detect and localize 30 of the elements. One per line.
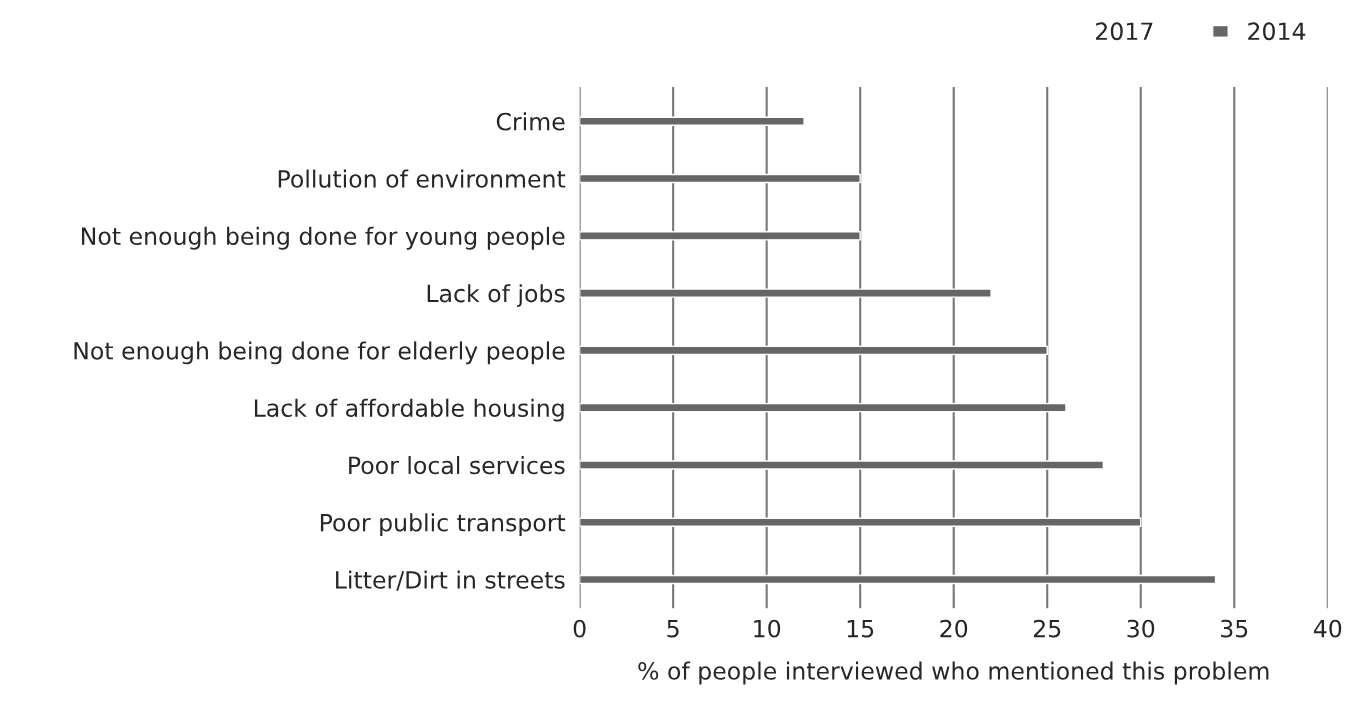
x-tick-label: 25 bbox=[1033, 619, 1061, 638]
x-tick-label: 35 bbox=[1221, 619, 1248, 638]
y-tick-label: Poor public transport bbox=[320, 513, 566, 537]
x-tick-label: 20 bbox=[940, 619, 968, 638]
x-tick-label: 5 bbox=[667, 620, 679, 638]
x-tick-label: 30 bbox=[1127, 619, 1155, 638]
bar bbox=[579, 460, 1105, 470]
y-tick-label: Poor local services bbox=[349, 455, 565, 475]
y-tick-label: Not enough being done for elderly people bbox=[74, 341, 565, 365]
bar bbox=[579, 345, 1048, 356]
bar bbox=[579, 517, 1142, 527]
y-tick-label: Litter/Dirt in streets bbox=[336, 570, 565, 591]
y-tick-label: Not enough being done for young people bbox=[82, 226, 565, 250]
text: 2017 bbox=[1096, 22, 1153, 41]
y-tick-label: Crime bbox=[496, 112, 565, 131]
x-tick-label: 10 bbox=[754, 619, 781, 638]
bar bbox=[579, 173, 861, 184]
x-tick-label: 0 bbox=[573, 619, 586, 638]
legend-label: 2014 bbox=[1248, 22, 1306, 41]
y-tick-label: Lack of affordable housing bbox=[254, 398, 564, 422]
bar bbox=[579, 116, 805, 126]
bar bbox=[579, 231, 861, 241]
bar bbox=[579, 288, 992, 298]
x-axis-title: % of people interviewed who mentioned this problem bbox=[638, 661, 1269, 685]
x-tick-label: 40 bbox=[1313, 619, 1342, 638]
bar bbox=[579, 402, 1067, 413]
y-tick-label: Pollution of environment bbox=[278, 169, 566, 188]
x-tick-label: 15 bbox=[847, 620, 874, 638]
y-tick-label: Lack of jobs bbox=[427, 284, 565, 307]
bar bbox=[579, 574, 1217, 585]
